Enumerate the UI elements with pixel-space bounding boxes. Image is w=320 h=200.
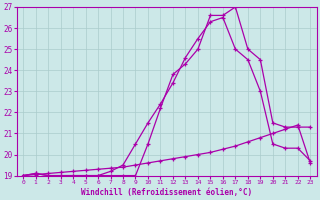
X-axis label: Windchill (Refroidissement éolien,°C): Windchill (Refroidissement éolien,°C): [81, 188, 252, 197]
